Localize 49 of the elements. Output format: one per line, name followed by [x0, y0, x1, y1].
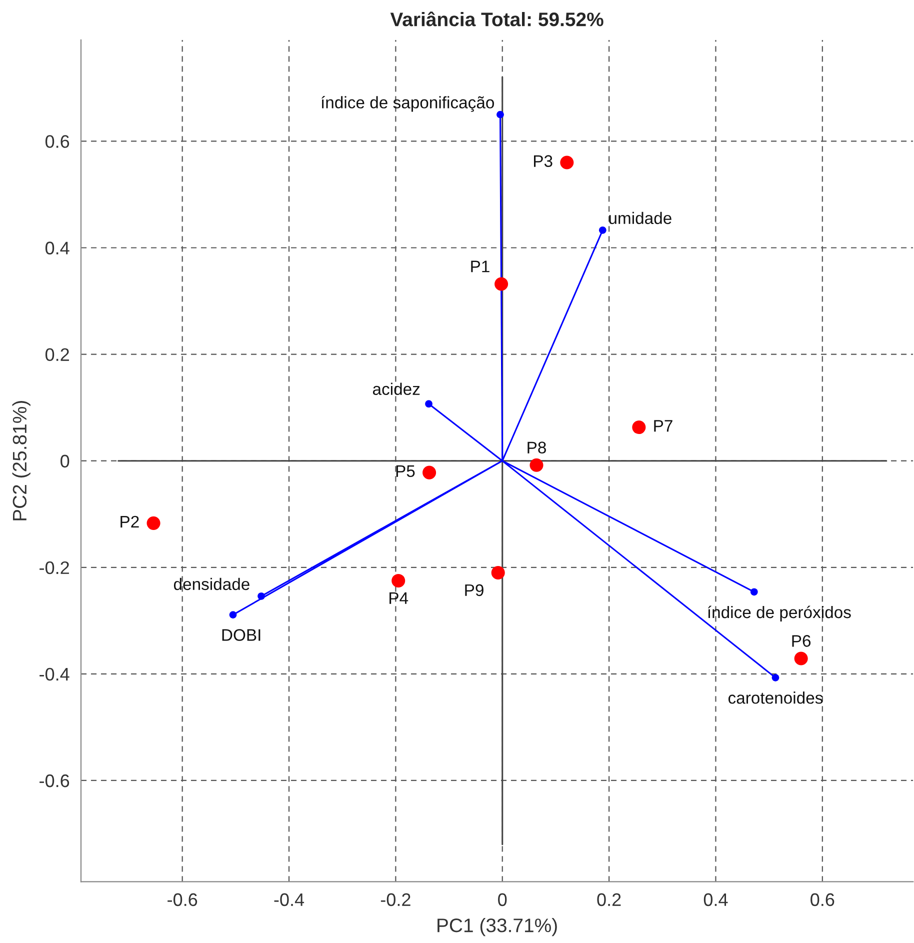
y-tick-label: 0.6	[45, 135, 70, 148]
annotation: densidade	[174, 578, 250, 590]
annotation: P4	[390, 592, 408, 604]
annotation: P5	[396, 465, 415, 478]
point	[496, 110, 504, 118]
y-tick-label: -0.4	[40, 668, 70, 681]
y-tick-label: 0	[60, 454, 70, 468]
x-tick-label: -0.6	[168, 893, 198, 906]
point	[750, 588, 758, 596]
point	[632, 420, 646, 434]
y-tick-label: 0.2	[45, 348, 69, 362]
point	[494, 277, 508, 291]
annotation: carotenoides	[728, 692, 823, 704]
annotation: P9	[465, 584, 484, 596]
point	[392, 574, 406, 588]
point	[530, 458, 544, 472]
point	[422, 466, 436, 480]
annotation: acidez	[372, 382, 420, 395]
annotation: P8	[528, 442, 546, 454]
x-axis-title: PC1 (33.71%)	[438, 918, 557, 936]
point	[229, 611, 237, 618]
annotation: DOBI	[222, 629, 260, 641]
point	[146, 516, 160, 530]
point	[491, 566, 505, 580]
point	[560, 156, 574, 170]
annotation: índice de peróxidos	[708, 606, 851, 622]
y-tick-label: 0.4	[45, 242, 70, 254]
point	[258, 592, 265, 600]
annotation: P2	[120, 516, 139, 528]
point	[425, 400, 432, 408]
x-tick-label: 0.6	[810, 893, 834, 906]
annotation: índice de saponificação	[322, 96, 494, 112]
y-axis-title: PC2 (25.81%)	[12, 400, 30, 520]
point	[598, 226, 606, 234]
x-tick-label: -0.2	[380, 893, 410, 906]
chart-title: Variância Total: 59.52%	[390, 12, 604, 26]
point	[772, 674, 780, 682]
y-tick-label: -0.2	[40, 561, 69, 574]
x-tick-label: 0.2	[597, 893, 621, 906]
x-tick-label: 0.4	[704, 893, 728, 906]
annotation: P7	[654, 420, 672, 432]
y-tick-label: -0.6	[40, 774, 70, 788]
annotation: umidade	[609, 212, 672, 224]
annotation: P6	[792, 635, 811, 647]
point	[794, 652, 808, 666]
annotation: P3	[534, 155, 552, 167]
x-tick-label: -0.4	[274, 893, 304, 906]
x-tick-label: 0	[498, 893, 507, 906]
annotation: P1	[471, 260, 490, 272]
